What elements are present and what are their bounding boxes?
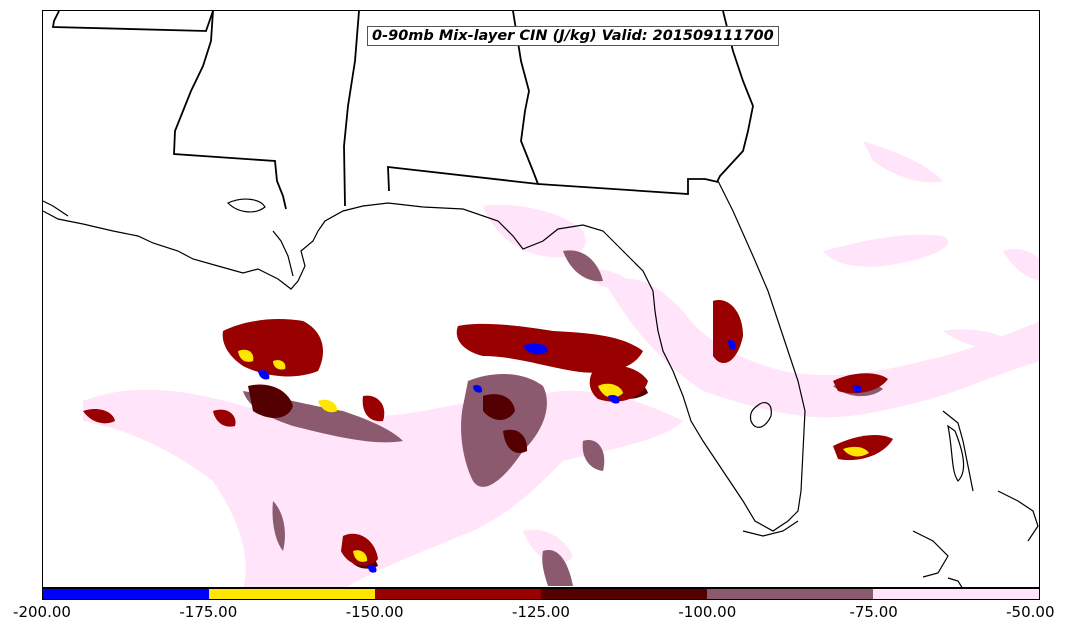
colorbar-tick-label: -75.00 <box>849 603 898 621</box>
colorbar-tick-label: -150.00 <box>345 603 404 621</box>
coastlines <box>43 180 1039 587</box>
coast-texas-louisiana <box>43 180 806 532</box>
colorbar <box>42 588 1040 600</box>
coast-texas-west <box>43 200 69 217</box>
boundary-mississippi-west <box>173 11 287 210</box>
map-panel: 0-90mb Mix-layer CIN (J/kg) Valid: 20150… <box>42 10 1040 588</box>
coast-bahamas-2 <box>997 490 1039 542</box>
colorbar-segment <box>43 589 209 599</box>
colorbar-tick-label: -125.00 <box>512 603 570 621</box>
coast-bahamas-1 <box>942 410 974 492</box>
state-boundaries <box>51 11 754 210</box>
coast-lake-pontchartrain <box>226 198 266 213</box>
lake-okeechobee <box>749 402 772 428</box>
colorbar-tick-label: -200.00 <box>13 603 71 621</box>
boundary-arkansas-louisiana <box>51 11 214 32</box>
colorbar-segment <box>873 589 1039 599</box>
coast-keys <box>742 520 799 537</box>
cin-field-yellow <box>238 349 869 562</box>
cin-field-blue <box>258 340 862 573</box>
colorbar-segment <box>541 589 707 599</box>
cin-map <box>43 11 1039 587</box>
colorbar-tick-label: -50.00 <box>1006 603 1055 621</box>
coast-island-1 <box>947 577 963 587</box>
coast-nola-delta <box>272 230 294 277</box>
colorbar-tick-label: -100.00 <box>678 603 737 621</box>
coast-andros <box>947 424 965 482</box>
boundary-alabama-georgia <box>387 11 540 192</box>
map-title: 0-90mb Mix-layer CIN (J/kg) Valid: 20150… <box>367 26 779 46</box>
colorbar-segment <box>209 589 375 599</box>
coast-cuba-west <box>912 530 949 578</box>
colorbar-segment <box>375 589 541 599</box>
boundary-mississippi-alabama <box>343 11 360 207</box>
boundary-georgia-florida <box>537 178 719 195</box>
colorbar-tick-label: -175.00 <box>179 603 238 621</box>
colorbar-segment <box>707 589 873 599</box>
boundary-georgia-sc <box>716 11 754 183</box>
